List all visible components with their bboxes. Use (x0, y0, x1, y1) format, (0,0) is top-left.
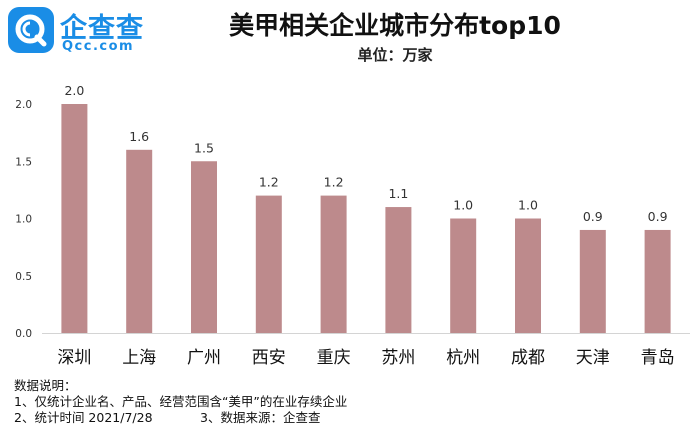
x-tick-label: 深圳 (57, 348, 91, 368)
bar (320, 195, 347, 333)
chart-title: 美甲相关企业城市分布top10 (229, 11, 561, 40)
data-label: 1.0 (518, 198, 538, 213)
bar (644, 229, 671, 333)
y-tick-label: 1.0 (15, 214, 32, 226)
y-tick-label: 0.0 (15, 328, 32, 340)
qcc-logo-icon (8, 7, 54, 53)
x-tick-label: 上海 (122, 348, 156, 368)
bar (450, 218, 477, 333)
brand-name: 企查查 (60, 13, 144, 44)
y-tick-label: 2.0 (15, 99, 32, 111)
y-tick-label: 1.5 (15, 156, 32, 168)
data-label: 1.0 (453, 198, 473, 213)
bar (579, 229, 606, 333)
data-label: 1.6 (129, 129, 149, 144)
x-tick-label: 天津 (576, 348, 610, 368)
x-tick-label: 苏州 (381, 348, 415, 368)
data-label: 1.2 (324, 175, 344, 190)
data-label: 1.1 (388, 186, 408, 201)
bar (61, 104, 88, 333)
x-tick-label: 西安 (252, 348, 286, 368)
bar (255, 195, 282, 333)
x-tick-label: 青岛 (641, 348, 675, 368)
data-label: 0.9 (583, 209, 603, 224)
y-axis-tick-labels: 0.0 0.5 1.0 1.5 2.0 (15, 99, 32, 340)
notes-line-1: 1、仅统计企业名、产品、经营范围含“美甲”的在业存续企业 (14, 394, 348, 409)
notes-data-source: 3、数据来源：企查查 (200, 410, 321, 425)
notes-heading: 数据说明： (14, 378, 77, 393)
notes-stat-time: 2、统计时间 2021/7/28 (14, 410, 153, 425)
brand-logo: 企查查 Qcc.com (8, 6, 148, 56)
data-labels: 2.0 1.6 1.5 1.2 1.2 1.1 1.0 1.0 0.9 0.9 (64, 83, 667, 224)
bar (191, 161, 217, 333)
x-tick-label: 重庆 (317, 348, 351, 368)
bar (385, 207, 412, 333)
x-axis-tick-labels: 深圳 上海 广州 西安 重庆 苏州 杭州 成都 天津 青岛 (57, 348, 674, 368)
bar-series (61, 104, 671, 333)
brand-domain: Qcc.com (62, 39, 135, 54)
data-label: 2.0 (64, 83, 84, 98)
y-tick-label: 0.5 (15, 271, 32, 283)
notes-line-2: 2、统计时间 2021/7/28 3、数据来源：企查查 (14, 410, 347, 426)
data-notes: 数据说明： 1、仅统计企业名、产品、经营范围含“美甲”的在业存续企业 2、统计时… (14, 378, 347, 426)
x-tick-label: 广州 (187, 348, 221, 368)
data-label: 0.9 (648, 209, 668, 224)
x-tick-label: 成都 (511, 348, 545, 368)
data-label: 1.2 (259, 175, 279, 190)
bar (126, 149, 153, 333)
data-label: 1.5 (194, 140, 214, 155)
x-tick-label: 杭州 (446, 348, 480, 368)
bar (515, 218, 541, 333)
chart-subtitle: 单位：万家 (357, 46, 433, 64)
